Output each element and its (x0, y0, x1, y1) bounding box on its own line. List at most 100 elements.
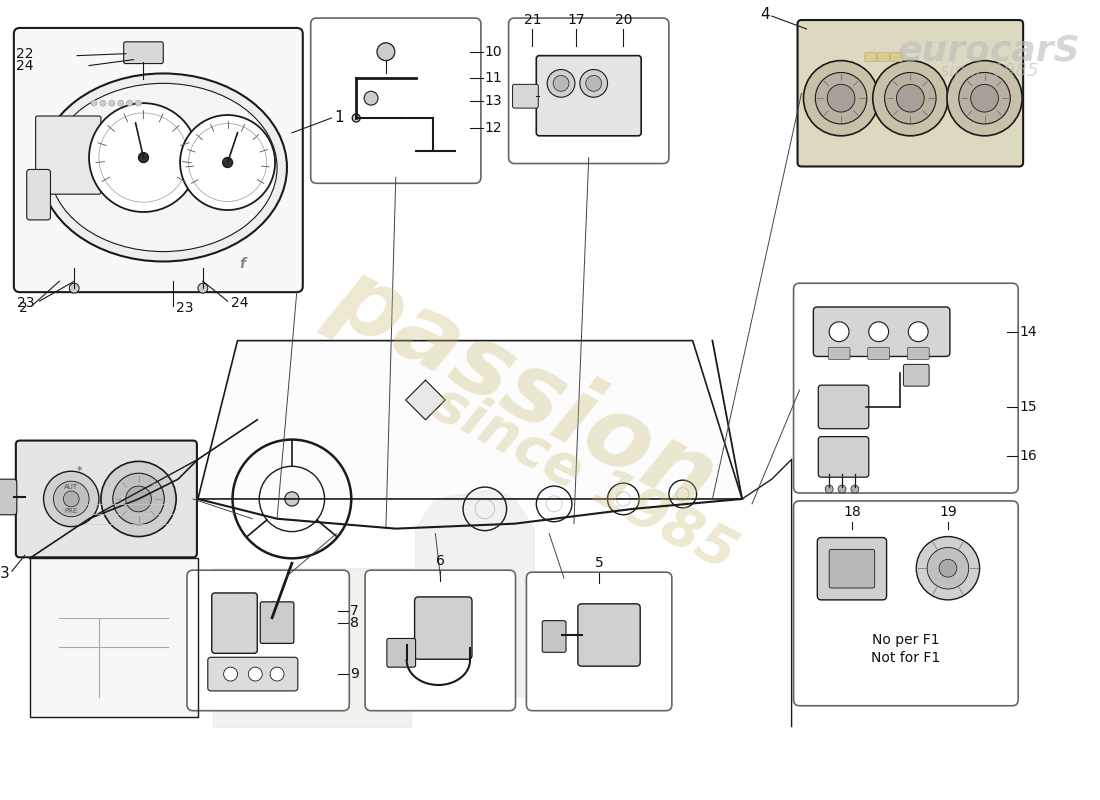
FancyBboxPatch shape (865, 53, 877, 62)
Circle shape (249, 667, 262, 681)
Circle shape (829, 322, 849, 342)
Ellipse shape (40, 74, 287, 262)
Polygon shape (198, 341, 742, 499)
Circle shape (109, 100, 114, 106)
Circle shape (916, 537, 980, 600)
Circle shape (547, 70, 575, 98)
FancyBboxPatch shape (829, 550, 874, 588)
Circle shape (869, 322, 889, 342)
Text: No per F1: No per F1 (872, 634, 939, 647)
Text: 13: 13 (485, 94, 503, 108)
Circle shape (99, 113, 188, 202)
Circle shape (580, 70, 607, 98)
Text: 11: 11 (485, 71, 503, 86)
Text: 18: 18 (843, 505, 861, 518)
Circle shape (909, 322, 928, 342)
FancyBboxPatch shape (508, 18, 669, 163)
Circle shape (939, 559, 957, 577)
Ellipse shape (79, 479, 178, 538)
Text: 23: 23 (176, 301, 194, 315)
FancyBboxPatch shape (818, 437, 869, 477)
Circle shape (947, 61, 1022, 136)
Text: eurocarS: eurocarS (899, 34, 1081, 68)
FancyBboxPatch shape (542, 621, 566, 652)
Text: 2: 2 (19, 301, 28, 315)
FancyBboxPatch shape (793, 501, 1019, 706)
Circle shape (364, 91, 378, 105)
Text: 14: 14 (1020, 325, 1037, 338)
Circle shape (69, 283, 79, 293)
Circle shape (188, 123, 266, 202)
Circle shape (896, 84, 924, 112)
Circle shape (180, 115, 275, 210)
Polygon shape (416, 489, 535, 697)
Circle shape (352, 114, 360, 122)
Circle shape (118, 100, 123, 106)
Circle shape (89, 103, 198, 212)
Text: 15: 15 (1020, 400, 1037, 414)
FancyBboxPatch shape (415, 597, 472, 659)
Text: since 1985: since 1985 (422, 377, 745, 582)
Polygon shape (406, 380, 446, 420)
Polygon shape (30, 558, 198, 717)
Text: 17: 17 (568, 13, 585, 27)
Circle shape (815, 73, 867, 124)
Text: 16: 16 (1020, 450, 1037, 463)
FancyBboxPatch shape (0, 479, 16, 514)
Polygon shape (212, 568, 410, 726)
Circle shape (959, 73, 1010, 124)
FancyBboxPatch shape (798, 20, 1023, 166)
Text: 21: 21 (524, 13, 541, 27)
Text: 9: 9 (350, 667, 360, 681)
Circle shape (927, 547, 969, 589)
Text: 3: 3 (0, 566, 10, 581)
FancyBboxPatch shape (578, 604, 640, 666)
FancyBboxPatch shape (828, 347, 850, 359)
Circle shape (285, 492, 299, 506)
Text: 4: 4 (760, 6, 770, 22)
Circle shape (851, 485, 859, 493)
FancyBboxPatch shape (310, 18, 481, 183)
Text: 6: 6 (436, 554, 444, 568)
Text: 23: 23 (18, 296, 34, 310)
Text: 1: 1 (334, 110, 344, 126)
Circle shape (377, 42, 395, 61)
Circle shape (838, 485, 846, 493)
FancyBboxPatch shape (208, 658, 298, 691)
FancyBboxPatch shape (224, 634, 350, 700)
Text: 10: 10 (485, 45, 503, 58)
Text: PRE: PRE (65, 508, 78, 514)
Ellipse shape (50, 83, 277, 251)
Circle shape (586, 75, 602, 91)
Circle shape (54, 481, 89, 517)
FancyBboxPatch shape (903, 364, 929, 386)
FancyBboxPatch shape (15, 441, 197, 558)
FancyBboxPatch shape (527, 572, 672, 710)
Circle shape (198, 283, 208, 293)
Circle shape (91, 100, 97, 106)
FancyBboxPatch shape (365, 570, 516, 710)
Text: 22: 22 (16, 46, 34, 61)
Circle shape (884, 73, 936, 124)
Text: since 1985: since 1985 (940, 62, 1038, 79)
Text: 12: 12 (485, 121, 503, 135)
FancyBboxPatch shape (261, 602, 294, 643)
FancyBboxPatch shape (26, 170, 51, 220)
FancyBboxPatch shape (14, 28, 302, 292)
FancyBboxPatch shape (891, 53, 902, 62)
Text: 24: 24 (231, 296, 249, 310)
Circle shape (44, 471, 99, 526)
Circle shape (827, 84, 855, 112)
Circle shape (970, 84, 999, 112)
Circle shape (872, 61, 948, 136)
Circle shape (271, 667, 284, 681)
Text: 24: 24 (16, 58, 34, 73)
Circle shape (126, 100, 133, 106)
FancyBboxPatch shape (187, 570, 350, 710)
Circle shape (113, 474, 164, 525)
Text: passion: passion (317, 250, 732, 530)
Text: 20: 20 (615, 13, 632, 27)
Circle shape (825, 485, 833, 493)
Text: 8: 8 (350, 616, 360, 630)
Circle shape (222, 158, 232, 167)
